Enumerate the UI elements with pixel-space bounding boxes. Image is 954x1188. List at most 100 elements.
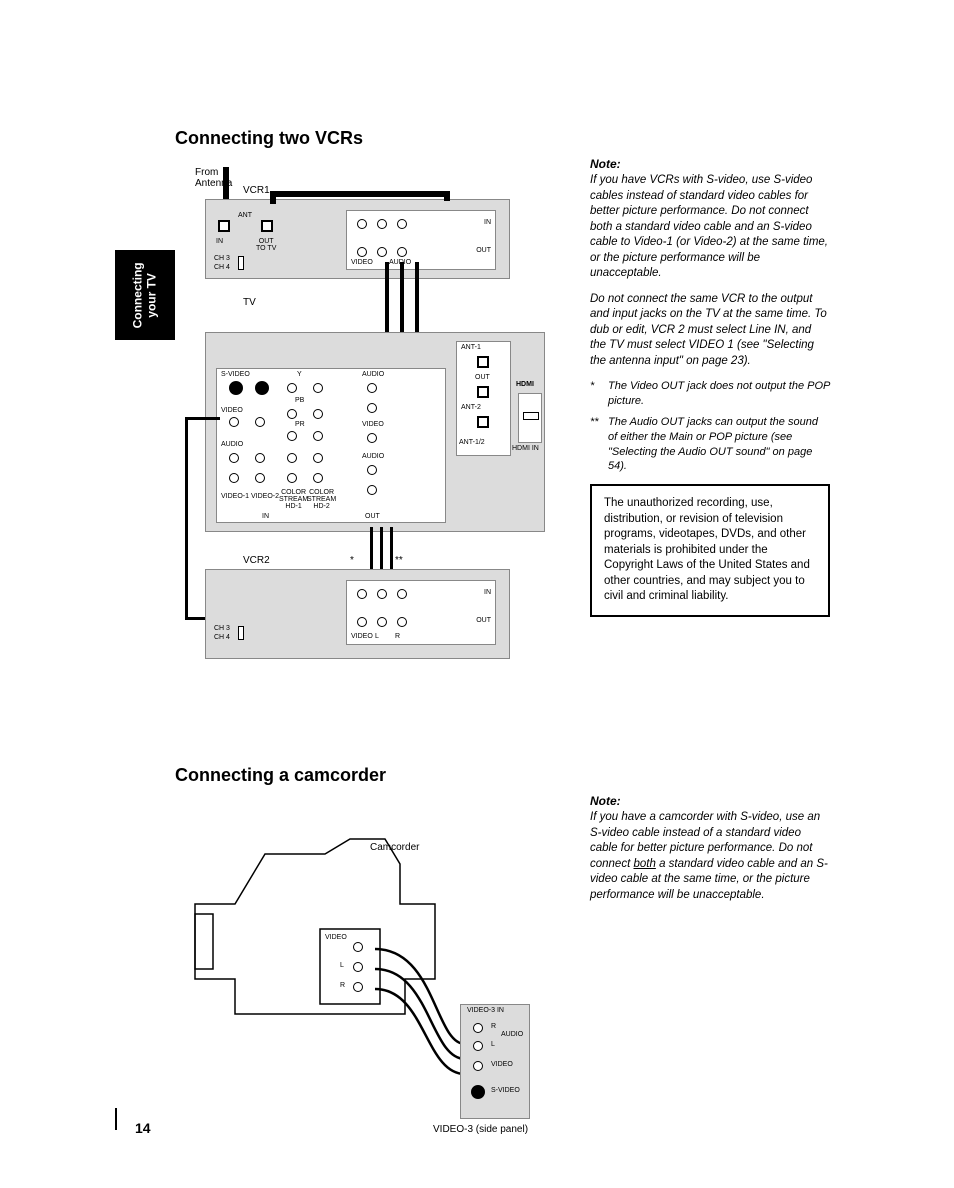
cable-out-up: [270, 197, 276, 204]
cs1a: COLOR: [281, 489, 306, 496]
tv-ant1: ANT-1: [461, 344, 481, 351]
tv-pr2: [313, 431, 323, 441]
tv-video-lbl: VIDEO: [221, 407, 243, 414]
cam-vid-jack: [353, 942, 363, 952]
vcr1-aud-r-in: [397, 219, 407, 229]
label-camcorder: Camcorder: [370, 842, 419, 853]
tv-out-al2: [367, 465, 377, 475]
vcr2-vid-in: [357, 589, 367, 599]
tv-vid1: [229, 417, 239, 427]
nb2-u: both: [633, 858, 655, 870]
vcr1-vid-in: [357, 219, 367, 229]
copyright-warning: The unauthorized recording, use, distrib…: [590, 484, 830, 617]
tv-hdmi-block: [518, 393, 542, 443]
loop-h1: [185, 417, 220, 420]
tv-sv2: [255, 381, 269, 395]
tv-ant1-jack: [477, 356, 489, 368]
tv-in-lbl: IN: [262, 513, 269, 520]
heading-vcrs: Connecting two VCRs: [175, 128, 874, 149]
tv-ant12: ANT-1/2: [459, 439, 485, 446]
tv-out-al: [367, 383, 377, 393]
vcr1-av-block: IN OUT VIDEO AUDIO: [346, 210, 496, 270]
diagram-two-vcrs: From Antenna VCR1 IN ANT OUT TO TV: [175, 167, 570, 747]
foot1-mark: *: [590, 379, 602, 409]
tv-video2-lbl: VIDEO: [362, 421, 384, 428]
tv-al3: [287, 453, 297, 463]
tv-out-lbl: OUT: [365, 513, 380, 520]
note-body-1a: If you have VCRs with S-video, use S-vid…: [590, 173, 830, 282]
vcr1-ch-switch: [238, 256, 244, 270]
v3-sv: [471, 1085, 485, 1099]
v3-caption: VIDEO-3 (side panel): [433, 1124, 528, 1135]
cs1c: HD-1: [285, 503, 301, 510]
foot2-mark: **: [590, 415, 602, 474]
cam-lens: [195, 914, 213, 969]
tv-ant-block: ANT-1 OUT ANT-2 ANT-1/2: [456, 341, 511, 456]
vcr1-ant-in: [218, 220, 230, 232]
tv-v2-lbl: VIDEO-2: [251, 493, 279, 500]
vcr1-ch3: CH 3: [214, 255, 230, 262]
loop-v1: [185, 417, 188, 617]
heading-camcorder: Connecting a camcorder: [175, 765, 874, 786]
cam-cable-v: [375, 949, 465, 1044]
vcr2-vlbl: VIDEO: [351, 633, 373, 640]
page-number: 14: [135, 1120, 151, 1136]
label-vcr2: VCR2: [243, 555, 270, 566]
tv-panel: ANT-1 OUT ANT-2 ANT-1/2 HDMI HDMI: [205, 332, 545, 532]
vcr2-rlbl: R: [395, 633, 400, 640]
foot2-text: The Audio OUT jacks can output the sound…: [608, 415, 830, 474]
cs1b: STREAM: [279, 496, 308, 503]
tv-hdmi-in: HDMI IN: [512, 445, 539, 452]
note-body-1b: Do not connect the same VCR to the outpu…: [590, 292, 830, 370]
footnote-2: ** The Audio OUT jacks can output the so…: [590, 415, 830, 474]
cam-l-lbl: L: [340, 962, 344, 969]
section2-row: Camcorder VIDEO L R VIDEO-3 IN R AUDIO: [115, 794, 874, 1134]
vcr1-aud-l-out: [377, 247, 387, 257]
vcr2-out2: OUT: [476, 617, 491, 624]
tv-y: Y: [297, 371, 302, 378]
tv-audio-lbl: AUDIO: [221, 441, 243, 448]
camcorder-outline: [195, 839, 435, 1014]
v3-l: [473, 1041, 483, 1051]
cs2b: STREAM: [307, 496, 336, 503]
label-tv: TV: [243, 297, 256, 308]
tv-audio2-lbl: AUDIO: [362, 371, 384, 378]
v3-vid-lbl: VIDEO: [491, 1061, 513, 1068]
tv-ar3: [287, 473, 297, 483]
tv-pb: PB: [295, 397, 304, 404]
v3-r-lbl: R: [491, 1023, 496, 1030]
vcr2-panel: CH 3 CH 4 IN OUT VIDEO L: [205, 569, 510, 659]
page-rule: [115, 1108, 117, 1130]
vcr2-ch4: CH 4: [214, 634, 230, 641]
notes-col-2: Note: If you have a camcorder with S-vid…: [590, 794, 830, 1134]
label-from: From: [195, 167, 218, 178]
tv-y1: [287, 383, 297, 393]
tv-svideo-lbl: S-VIDEO: [221, 371, 250, 378]
tv-al1: [229, 453, 239, 463]
vcr2-llbl: L: [375, 633, 379, 640]
cable-av-v3: [415, 262, 419, 332]
cable-av-v1: [385, 262, 389, 332]
tv-ant2: ANT-2: [461, 404, 481, 411]
label-vcr1: VCR1: [243, 185, 270, 196]
vcr1-ant-out: [261, 220, 273, 232]
vcr2-in2: IN: [484, 589, 491, 596]
tv-pb2: [313, 409, 323, 419]
tv-out-ar2: [367, 485, 377, 495]
vcr2-ar-out: [397, 617, 407, 627]
tv-al4: [313, 453, 323, 463]
vcr2-al-in: [377, 589, 387, 599]
cable-out-h: [270, 191, 450, 197]
tab-line1: Connecting: [131, 262, 145, 328]
cam-l-jack: [353, 962, 363, 972]
v3-sv-lbl: S-VIDEO: [491, 1087, 520, 1094]
cable-av-v2: [400, 262, 404, 332]
v3-audio-lbl: AUDIO: [501, 1031, 523, 1038]
tab-line2: your TV: [145, 273, 159, 318]
label-star: *: [350, 555, 354, 566]
foot1-text: The Video OUT jack does not output the P…: [608, 379, 830, 409]
v3-in-lbl: VIDEO-3 IN: [467, 1007, 504, 1014]
vcr1-ant-label: ANT: [238, 212, 252, 219]
vcr1-in-label: IN: [216, 238, 223, 245]
cam-video-lbl: VIDEO: [325, 934, 347, 941]
